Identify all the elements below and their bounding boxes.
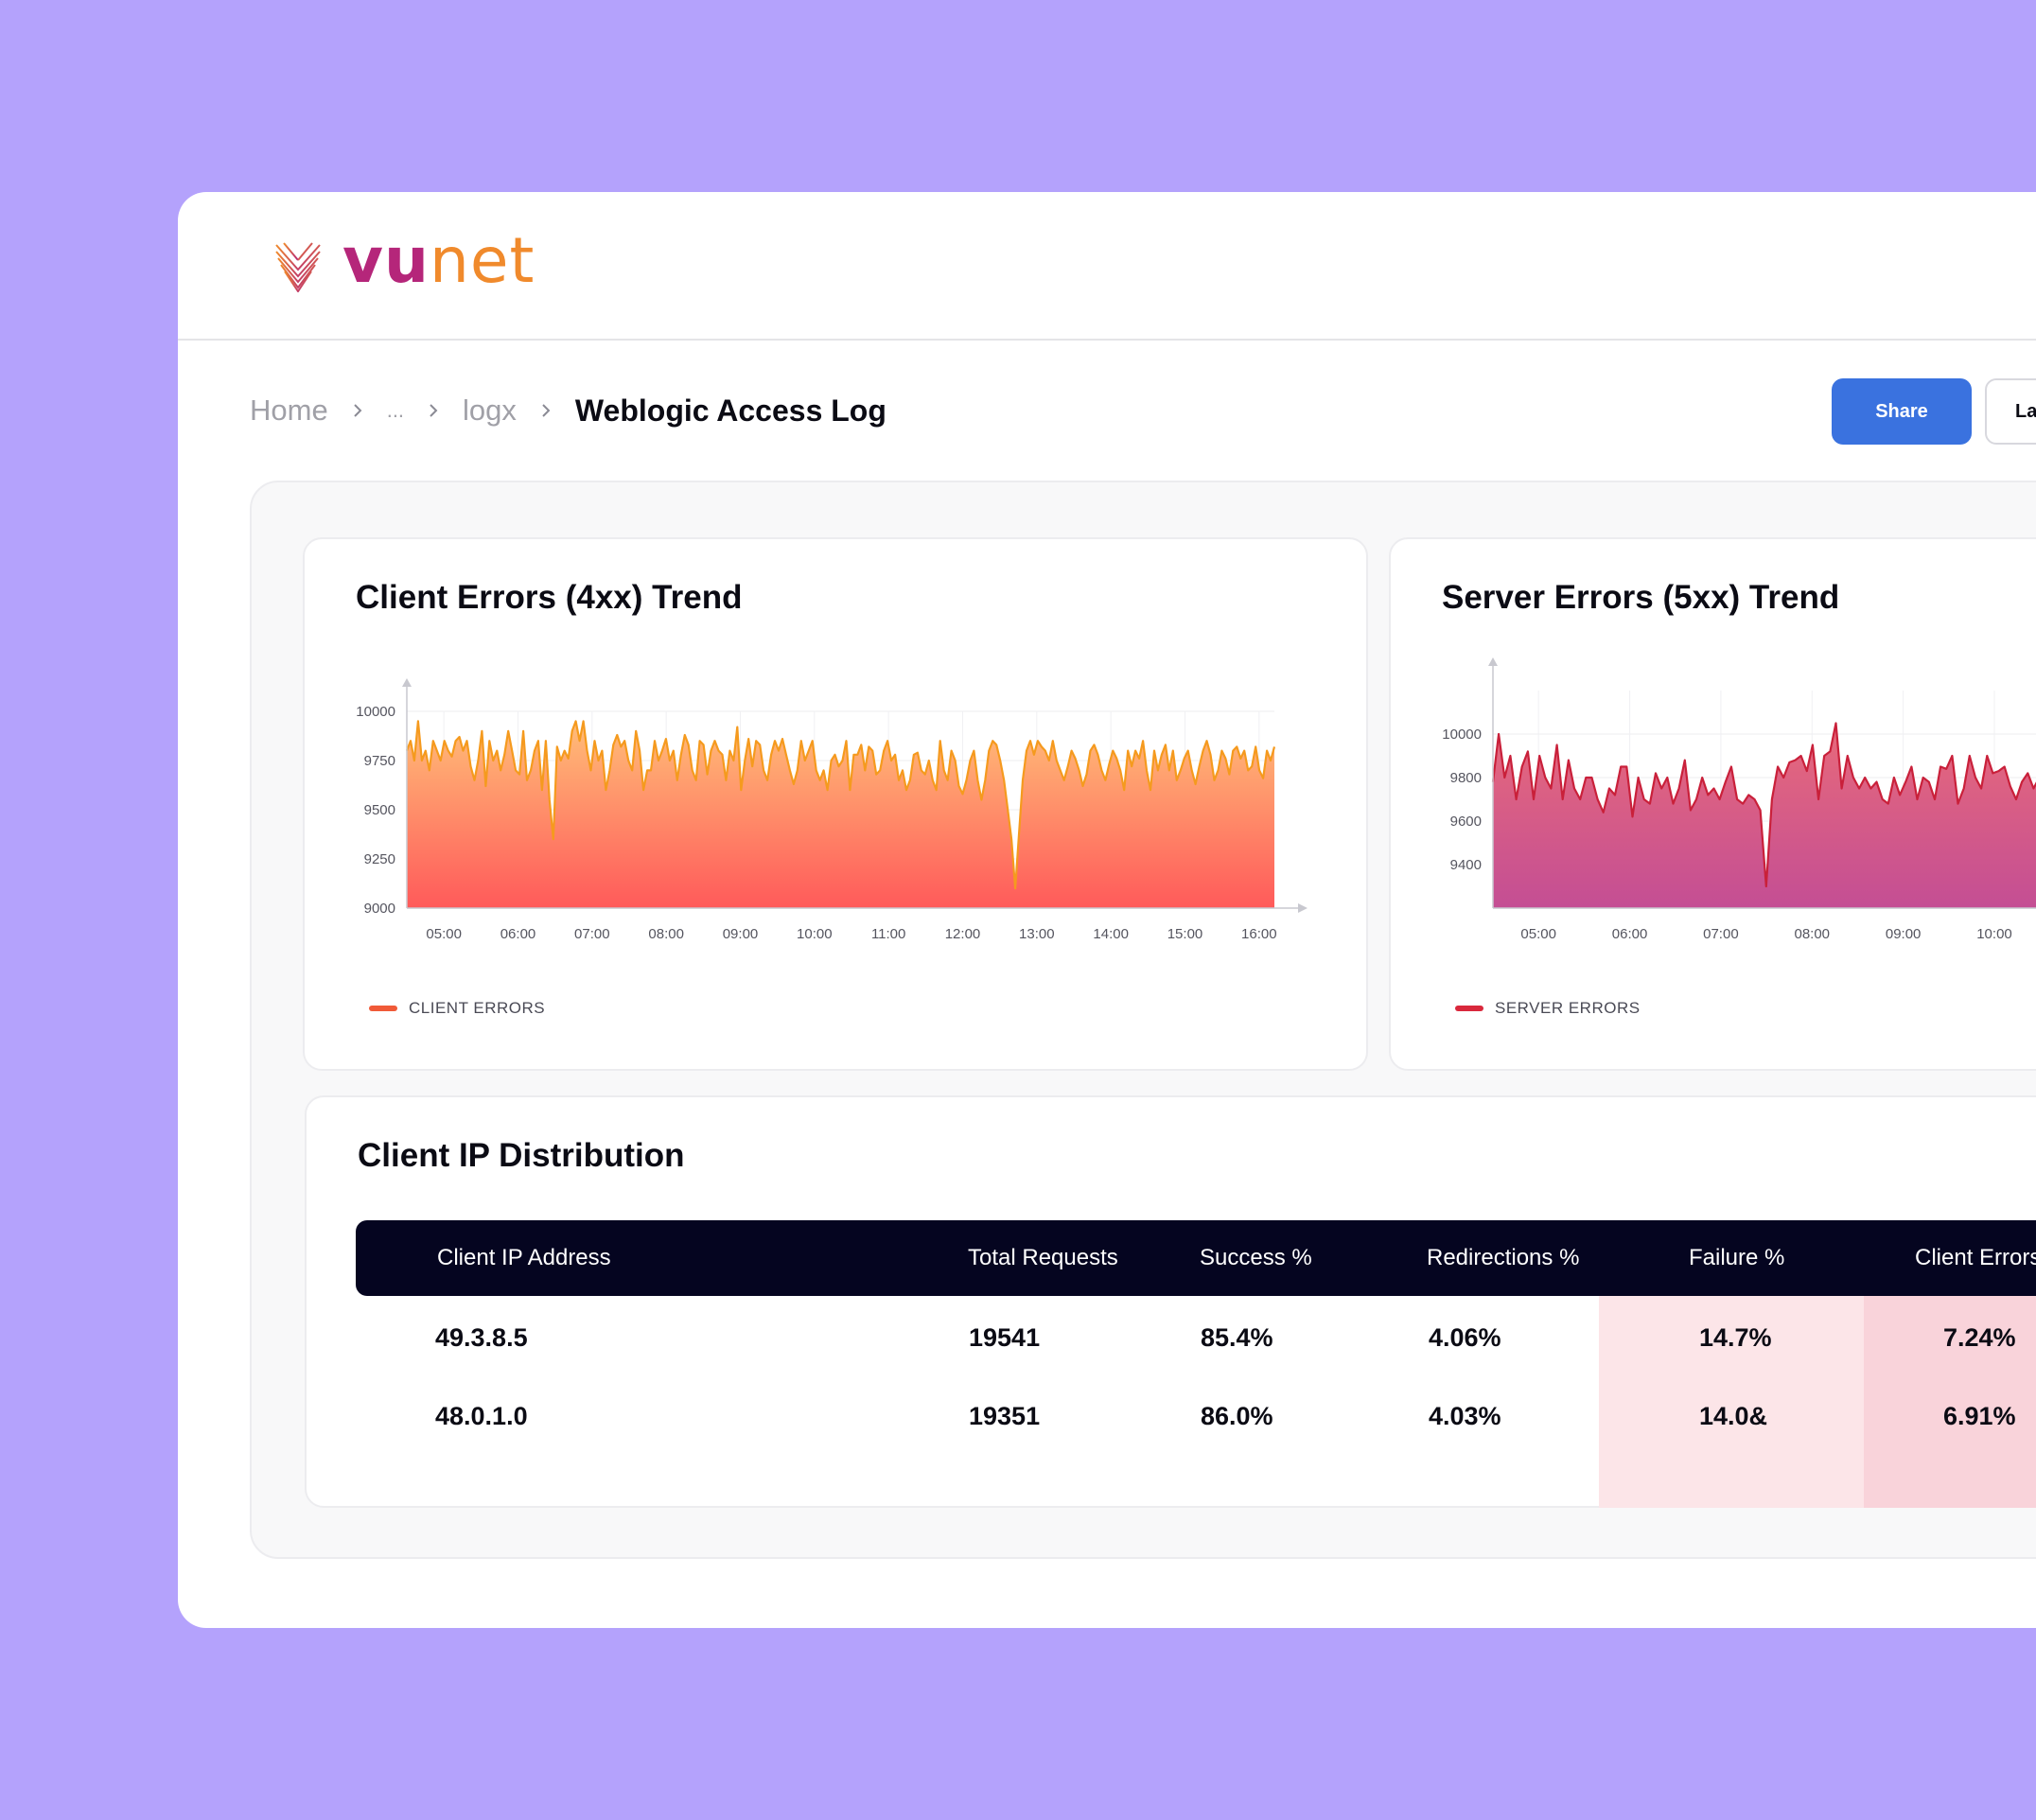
y-tick-label: 9600 [1450,814,1482,830]
breadcrumb: Home ... logx Weblogic Access Log [250,388,886,433]
table-title: Client IP Distribution [358,1137,685,1174]
x-tick-label: 14:00 [1093,926,1129,942]
client-errors-card: Client Errors (4xx) Trend 10000 9750 9500 9… [303,537,1368,1071]
table-row[interactable]: 49.3.8.5 19541 85.4% 4.06% 14.7% 7.24% [307,1299,2036,1376]
brand-logo-text: vunet [342,230,535,292]
column-header-success[interactable]: Success % [1200,1245,1312,1270]
vunet-logo-icon [275,242,321,292]
cell-failure: 14.0& [1699,1402,1768,1430]
cell-client-errors: 7.24% [1943,1323,2016,1352]
cell-redirections: 4.06% [1429,1323,1501,1352]
column-header-failure[interactable]: Failure % [1689,1245,1785,1270]
x-axis-arrow [1298,903,1308,913]
column-header-client-errors[interactable]: Client Errors [1915,1245,2036,1270]
x-tick-label: 05:00 [1520,926,1556,942]
column-header-redirections[interactable]: Redirections % [1427,1245,1580,1270]
x-tick-label: 05:00 [426,926,462,942]
legend-label: SERVER ERRORS [1495,999,1641,1017]
x-tick-label: 10:00 [1976,926,2012,942]
logo-net: net [430,224,535,297]
x-tick-label: 10:00 [797,926,833,942]
logo-vu: vu [342,224,430,297]
legend-swatch [369,1006,397,1011]
x-tick-label: 13:00 [1019,926,1055,942]
column-header-total-requests[interactable]: Total Requests [968,1245,1118,1270]
server-errors-card: Server Errors (5xx) Trend 10000 9800 9600 9… [1389,537,2036,1071]
cell-redirections: 4.03% [1429,1402,1501,1430]
client-errors-title: Client Errors (4xx) Trend [356,579,743,616]
y-axis-arrow [402,678,412,687]
y-tick-label: 9400 [1450,857,1482,873]
x-tick-label: 06:00 [500,926,536,942]
y-tick-label: 9250 [364,851,395,867]
x-tick-label: 12:00 [945,926,981,942]
y-tick-label: 9000 [364,901,395,917]
x-tick-label: 16:00 [1241,926,1277,942]
cell-ip: 48.0.1.0 [435,1402,528,1430]
legend-swatch [1455,1006,1483,1011]
breadcrumb-home[interactable]: Home [250,394,328,427]
cell-success: 85.4% [1201,1323,1273,1352]
y-tick-label: 9800 [1450,770,1482,786]
top-bar: vunet [178,192,2036,341]
breadcrumb-logx[interactable]: logx [463,394,517,427]
x-tick-label: 07:00 [574,926,610,942]
cell-total-requests: 19351 [969,1402,1041,1430]
toolbar-secondary-button[interactable]: La [1985,378,2036,445]
breadcrumb-current-page: Weblogic Access Log [574,393,886,428]
cell-success: 86.0% [1201,1402,1273,1430]
client-errors-legend[interactable]: CLIENT ERRORS [369,999,545,1018]
table-row[interactable]: 48.0.1.0 19351 86.0% 4.03% 14.0& 6.91% [307,1377,2036,1455]
x-tick-label: 15:00 [1167,926,1203,942]
y-tick-label: 9750 [364,753,395,769]
failure-column-highlight [1599,1296,1864,1508]
series-line [405,720,1276,890]
share-button[interactable]: Share [1832,378,1972,445]
client-ip-distribution-card: Client IP Distribution Client IP Address… [305,1095,2036,1508]
chevron-right-icon [537,402,554,419]
app-window: vunet Home ... logx Weblogic Access Log … [178,192,2036,1628]
x-tick-label: 08:00 [648,926,684,942]
cell-failure: 14.7% [1699,1323,1772,1352]
series-line [1491,722,2036,888]
x-tick-label: 06:00 [1612,926,1648,942]
area-fill [407,721,1274,908]
chevron-right-icon [425,402,442,419]
column-header-ip[interactable]: Client IP Address [437,1245,611,1270]
client-errors-column-highlight [1864,1296,2036,1508]
server-errors-chart[interactable]: 10000 9800 9600 9400 05:00 06:00 07:00 08:00 09:… [1391,539,2036,1073]
area-fill [1493,723,2036,908]
legend-label: CLIENT ERRORS [409,999,546,1017]
server-errors-legend[interactable]: SERVER ERRORS [1455,999,1641,1018]
server-errors-title: Server Errors (5xx) Trend [1442,579,1840,616]
x-tick-label: 08:00 [1794,926,1830,942]
y-tick-label: 9500 [364,802,395,818]
dashboard-panel: Client Errors (4xx) Trend 10000 9750 9500 9… [250,481,2036,1559]
y-axis-arrow [1488,657,1498,666]
table-header: Client IP Address Total Requests Success… [356,1220,2036,1296]
cell-client-errors: 6.91% [1943,1402,2016,1430]
y-tick-label: 10000 [1442,726,1482,743]
x-tick-label: 07:00 [1703,926,1739,942]
x-tick-label: 09:00 [723,926,759,942]
x-tick-label: 11:00 [871,926,905,942]
client-errors-chart[interactable]: 10000 9750 9500 9250 9000 05:00 06:00 07:00 08:0… [305,539,1370,1073]
cell-total-requests: 19541 [969,1323,1041,1352]
x-tick-label: 09:00 [1886,926,1922,942]
cell-ip: 49.3.8.5 [435,1323,528,1352]
chevron-right-icon [349,402,366,419]
y-tick-label: 10000 [356,704,395,720]
breadcrumb-ellipsis[interactable]: ... [386,398,405,422]
